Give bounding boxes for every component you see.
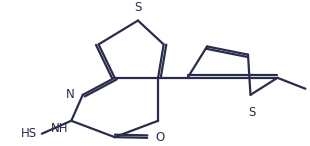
Text: O: O [155, 131, 164, 144]
Text: S: S [134, 1, 142, 14]
Text: NH: NH [51, 122, 68, 135]
Text: HS: HS [21, 127, 37, 140]
Text: S: S [248, 106, 256, 119]
Text: N: N [66, 88, 75, 101]
